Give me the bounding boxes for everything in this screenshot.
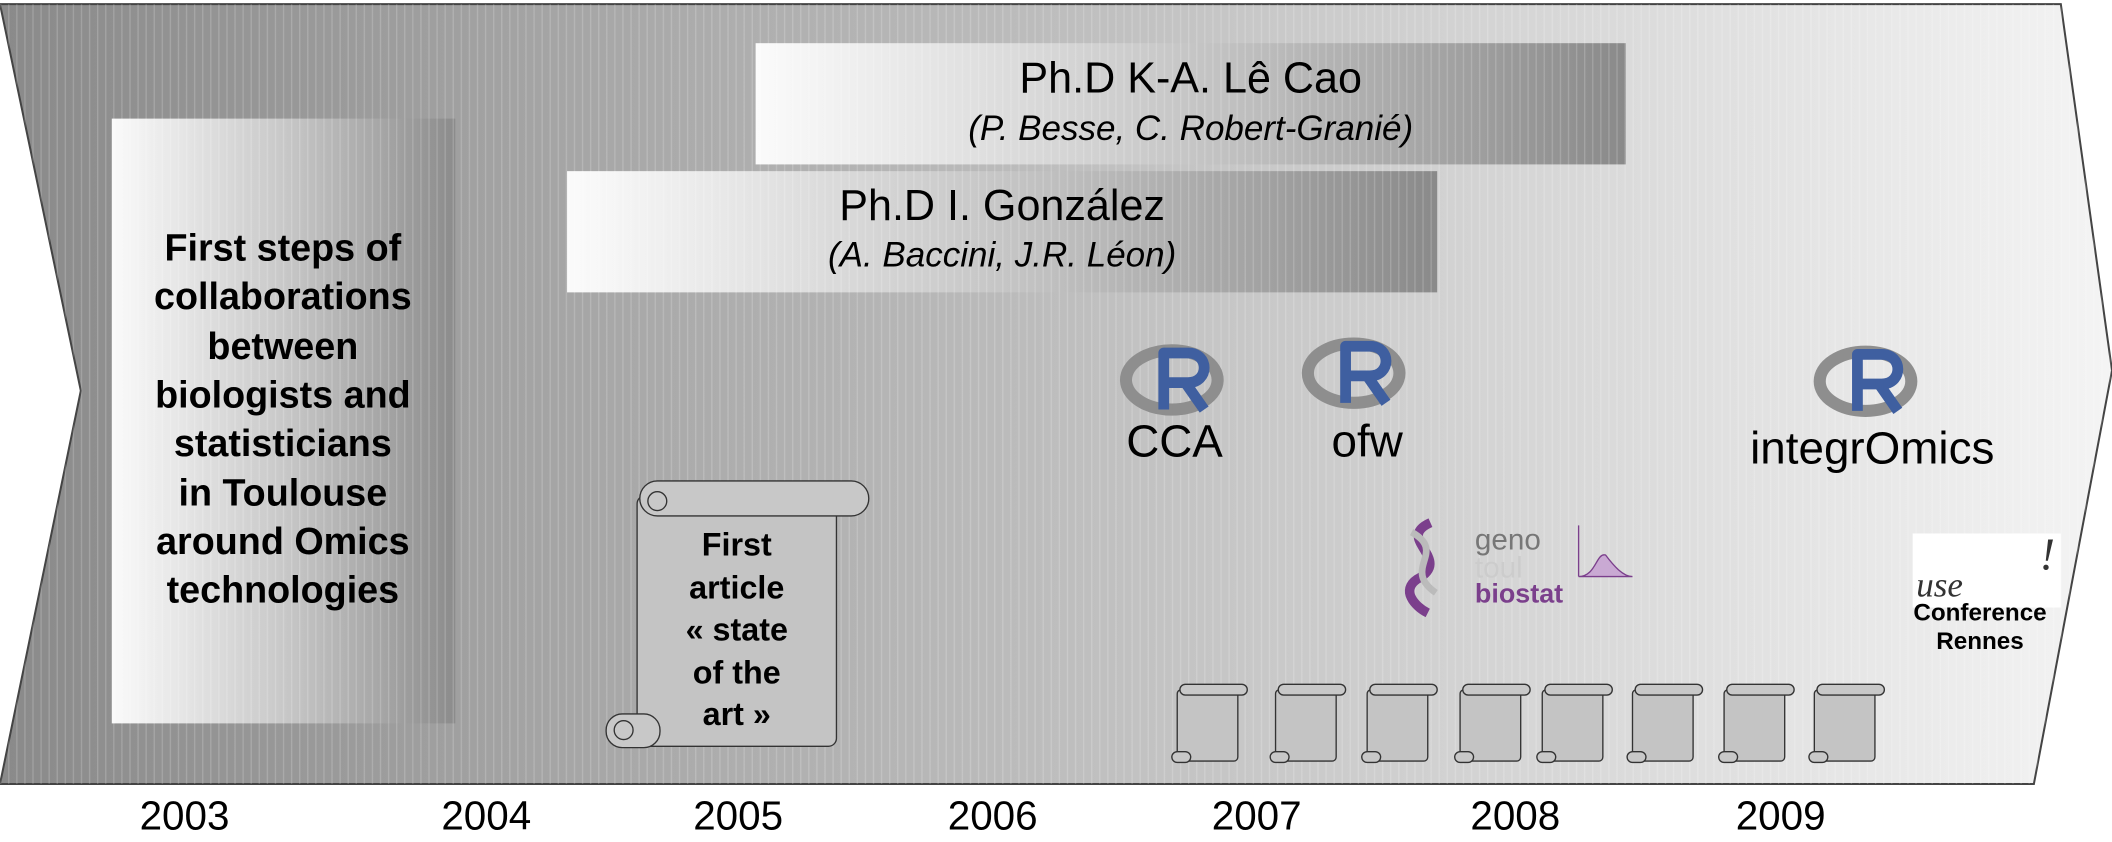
scroll-top: [1369, 683, 1438, 696]
box-text: around Omics: [156, 520, 410, 562]
article-scroll: [1536, 683, 1613, 764]
scroll-bottom: [1269, 751, 1290, 764]
scroll-text: article: [689, 570, 784, 606]
conference-text: Rennes: [1936, 628, 2024, 655]
package-label: integrOmics: [1750, 422, 1994, 473]
scroll-body: [1274, 689, 1337, 762]
conference-text: Conference: [1913, 600, 2046, 627]
year-label: 2004: [441, 793, 531, 839]
package-label: ofw: [1332, 416, 1404, 467]
scroll-body: [1541, 689, 1604, 762]
scroll-bottom: [1626, 751, 1647, 764]
article-scroll: [1269, 683, 1347, 764]
phd-gonzalez-bar: Ph.D I. González (A. Baccini, J.R. Léon): [567, 171, 1438, 293]
user-conference-logo: use ! Conference Rennes: [1912, 529, 2061, 655]
scroll-bottom: [1361, 751, 1382, 764]
year-label: 2007: [1212, 793, 1302, 839]
r-logo: [1813, 345, 1918, 417]
scroll-top: [1816, 683, 1886, 696]
year-label: 2006: [948, 793, 1038, 839]
year-label: 2008: [1470, 793, 1560, 839]
scroll-body: [1176, 689, 1239, 762]
scroll-bottom: [1718, 751, 1739, 764]
phd-title: Ph.D I. González: [839, 182, 1165, 230]
scroll-body: [1723, 689, 1786, 762]
r-logo: [1119, 344, 1224, 416]
scroll-top: [1277, 683, 1347, 696]
box-text: in Toulouse: [178, 472, 387, 514]
article-scroll: [1454, 683, 1531, 764]
logo-text: use: [1916, 566, 1963, 605]
logo-text: toul: [1475, 552, 1523, 585]
r-letter: [1852, 348, 1904, 414]
scroll-top: [1462, 683, 1531, 696]
phd-supervisors: (P. Besse, C. Robert-Granié): [968, 109, 1413, 148]
phd-title: Ph.D K-A. Lê Cao: [1019, 54, 1362, 102]
scroll-text: of the: [693, 654, 781, 690]
scroll-text: art »: [703, 696, 771, 732]
year-label: 2003: [140, 793, 230, 839]
box-text: technologies: [167, 569, 400, 611]
article-scroll: [1626, 683, 1704, 764]
scroll-body: [1631, 689, 1694, 762]
box-text: First steps of: [164, 227, 401, 269]
scroll-bottom: [1808, 751, 1829, 764]
scroll-top: [1179, 683, 1248, 696]
scroll-top: [1634, 683, 1704, 696]
box-text: collaborations: [154, 275, 412, 317]
box-text: biologists and: [155, 373, 411, 415]
scroll-top: [1544, 683, 1613, 696]
logo-text: biostat: [1475, 579, 1563, 609]
first-article-scroll: First article « state of the art »: [605, 480, 870, 749]
year-label: 2009: [1736, 793, 1826, 839]
r-letter: [1340, 340, 1392, 406]
phd-supervisors: (A. Baccini, J.R. Léon): [828, 236, 1176, 275]
package-label: CCA: [1126, 416, 1223, 467]
genotoul-logo: geno toul biostat: [1405, 518, 1633, 618]
article-scroll: [1808, 683, 1886, 764]
box-text: statisticians: [174, 422, 392, 464]
year-label: 2005: [693, 793, 783, 839]
scroll-body: [1813, 689, 1876, 762]
logo-text: geno: [1475, 523, 1541, 556]
scroll-text: First: [702, 526, 772, 562]
arrow: [0, 3, 2112, 786]
scroll-bottom: [1454, 751, 1475, 764]
scroll-top: [1726, 683, 1795, 696]
article-scroll: [1171, 683, 1248, 764]
r-letter: [1158, 347, 1210, 413]
article-scroll: [1361, 683, 1438, 764]
r-logo: [1301, 337, 1406, 409]
scroll-body: [1459, 689, 1522, 762]
scroll-bottom: [1536, 751, 1557, 764]
scroll-text: « state: [686, 611, 788, 647]
first-steps-box: First steps of collaborations between bi…: [111, 118, 456, 724]
logo-text: !: [2040, 529, 2055, 580]
article-scrolls: [1171, 683, 1886, 764]
phd-lecao-bar: Ph.D K-A. Lê Cao (P. Besse, C. Robert-Gr…: [755, 43, 1626, 165]
scroll-bottom: [1171, 751, 1192, 764]
scroll-body: [1366, 689, 1429, 762]
box-text: between: [207, 325, 358, 367]
article-scroll: [1718, 683, 1795, 764]
